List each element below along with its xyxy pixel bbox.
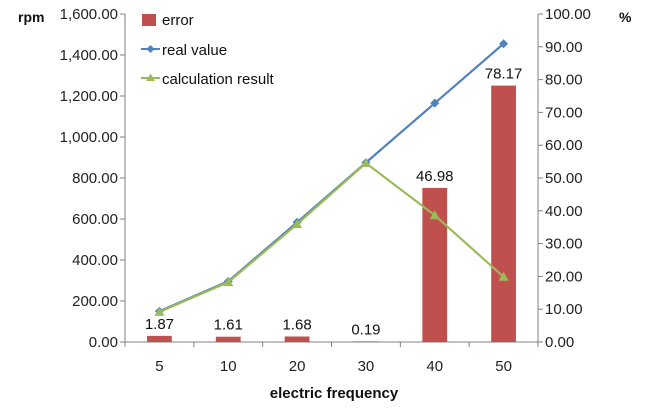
right-tick-label: 90.00 <box>545 39 583 56</box>
left-tick-label: 600.00 <box>72 211 118 228</box>
real-value-point <box>499 39 509 49</box>
error-bar-label: 1.68 <box>282 316 311 333</box>
calculation-result-point <box>498 271 509 281</box>
left-axis-ticks: 0.00 200.00 400.00 600.00 800.00 1,000.00 1,20… <box>60 6 125 351</box>
right-axis-ticks: 0.00 10.00 20.00 30.00 40.00 50.00 60.00 70.00 8… <box>538 6 591 351</box>
left-tick-label: 200.00 <box>72 293 118 310</box>
x-tick-label: 5 <box>155 358 163 375</box>
error-bar <box>353 341 379 342</box>
error-bar <box>215 336 241 342</box>
right-tick-label: 70.00 <box>545 104 583 121</box>
right-tick-label: 60.00 <box>545 137 583 154</box>
right-tick-label: 20.00 <box>545 268 583 285</box>
right-tick-label: 30.00 <box>545 236 583 253</box>
right-tick-label: 50.00 <box>545 170 583 187</box>
legend: error real value calculation result <box>141 12 275 88</box>
legend-label-calculation-result: calculation result <box>162 71 275 88</box>
left-tick-label: 0.00 <box>89 334 118 351</box>
x-tick-label: 50 <box>495 358 512 375</box>
calculation-result-point <box>360 158 371 168</box>
left-tick-label: 1,000.00 <box>60 129 118 146</box>
left-tick-label: 1,600.00 <box>60 6 118 23</box>
right-tick-label: 0.00 <box>545 334 574 351</box>
calculation-result-point <box>292 219 303 229</box>
error-bar-label: 46.98 <box>416 168 454 185</box>
x-tick-label: 20 <box>289 358 306 375</box>
error-bar <box>147 335 172 342</box>
calculation-result-point <box>154 306 165 316</box>
error-bar-labels: 1.87 1.61 1.68 0.19 46.98 78.17 <box>145 66 523 339</box>
error-bar <box>284 336 310 342</box>
right-tick-label: 100.00 <box>545 6 591 23</box>
x-axis-title: electric frequency <box>270 385 399 402</box>
error-bar <box>491 85 516 342</box>
right-tick-label: 10.00 <box>545 301 583 318</box>
left-axis-unit: rpm <box>18 9 44 25</box>
left-tick-label: 1,400.00 <box>60 47 118 64</box>
error-bar-label: 78.17 <box>485 66 523 83</box>
x-tick-label: 40 <box>426 358 443 375</box>
legend-label-real-value: real value <box>162 42 227 59</box>
error-bar-label: 1.61 <box>214 317 243 334</box>
calculation-result-line <box>158 161 505 313</box>
legend-marker-calculation-result <box>146 73 155 81</box>
left-tick-label: 800.00 <box>72 170 118 187</box>
x-axis-ticks: 5 10 20 30 40 50 <box>124 342 539 375</box>
left-tick-label: 1,200.00 <box>60 88 118 105</box>
legend-marker-real-value <box>146 45 155 53</box>
right-tick-label: 40.00 <box>545 203 583 220</box>
line-series <box>154 39 509 316</box>
left-tick-label: 400.00 <box>72 252 118 269</box>
error-bar-label: 1.87 <box>145 316 174 333</box>
calculation-result-point <box>429 210 440 220</box>
legend-swatch-error <box>142 14 156 26</box>
right-tick-label: 80.00 <box>545 72 583 89</box>
calculation-result-point <box>223 277 234 287</box>
right-axis-unit: % <box>619 9 632 25</box>
real-value-point <box>430 98 440 108</box>
x-tick-label: 10 <box>220 358 237 375</box>
legend-label-error: error <box>162 12 194 29</box>
x-tick-label: 30 <box>358 358 375 375</box>
error-bars <box>147 85 516 342</box>
error-bar-label: 0.19 <box>351 321 380 338</box>
